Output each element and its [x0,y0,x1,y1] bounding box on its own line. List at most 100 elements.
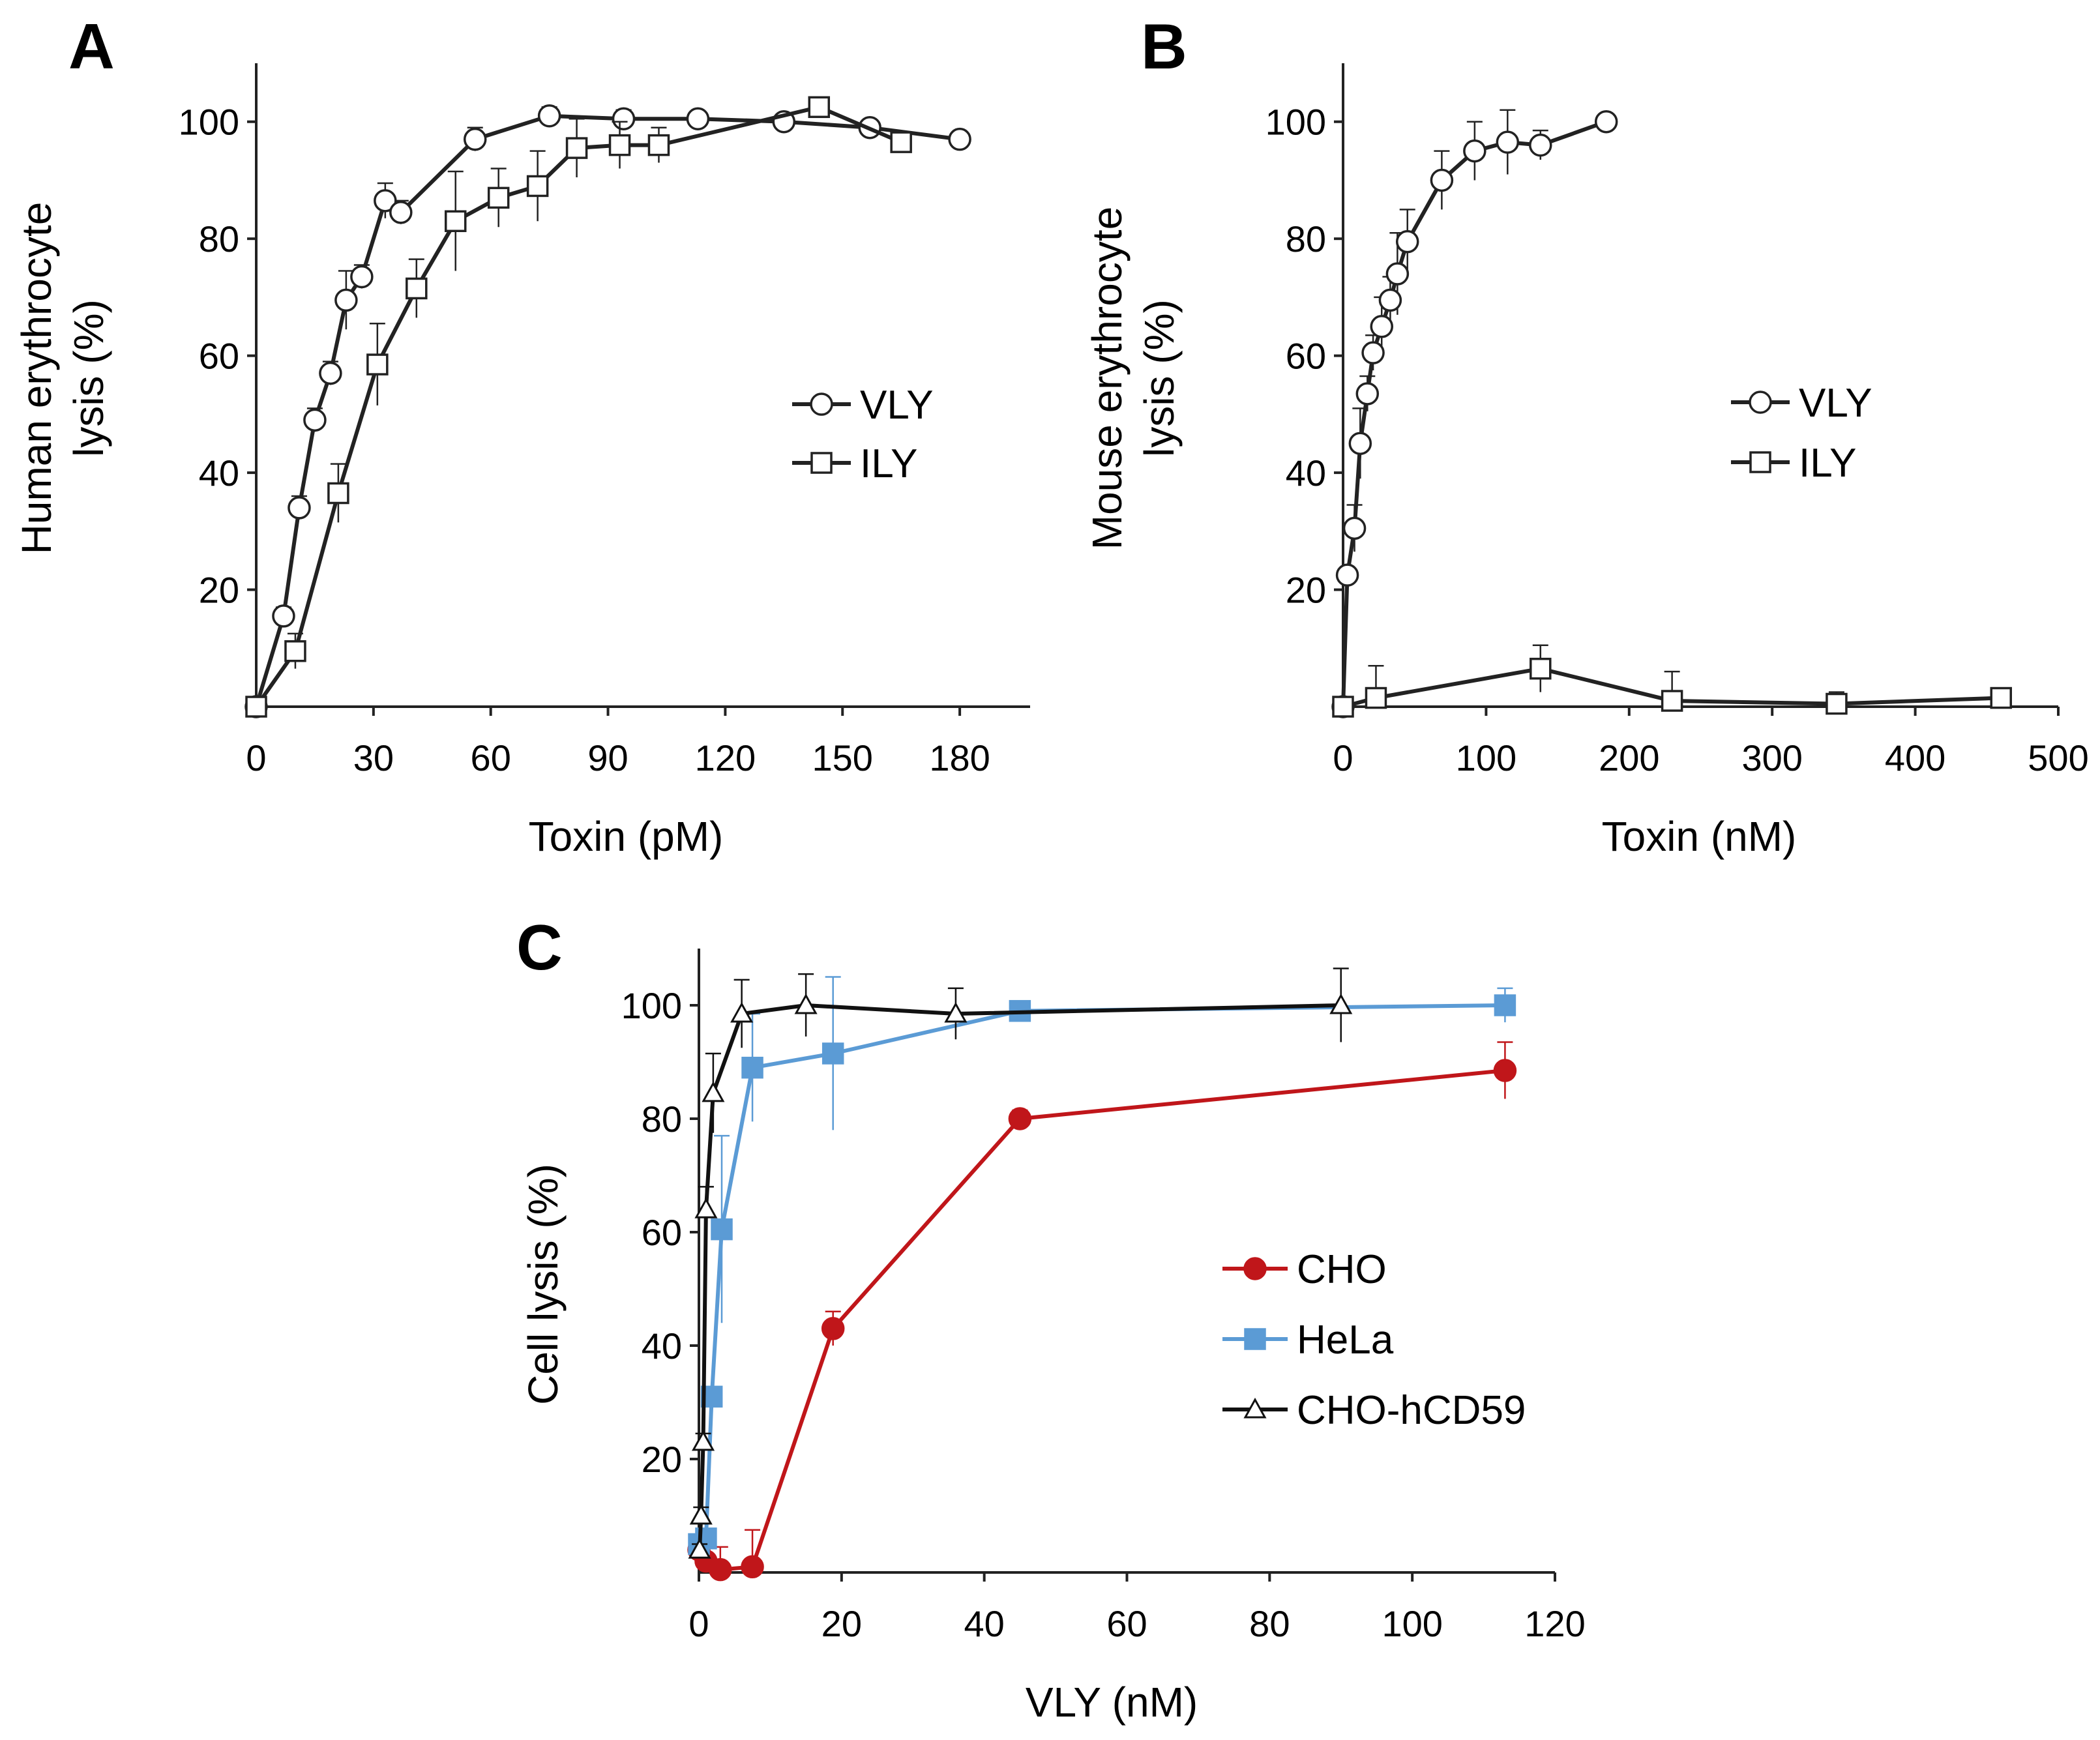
panel-c-y-tick-label: 80 [642,1099,682,1140]
panel-c-series-cho-hcd59-point [689,1503,713,1525]
panel-b-series-ily-point [1990,686,2012,709]
panel-b-y-tick-label: 100 [1265,102,1326,143]
panel-b-y-axis-title: Mouse erythrocyte lysis (%) [1084,207,1183,550]
panel-c-series-cho-hcd59 [688,967,1353,1559]
panel-c-series-hela [688,976,1516,1556]
panel-a-series-vly-point [272,604,295,628]
panel-c-series-hela-point [1494,994,1516,1016]
panel-a-series-vly-point [303,408,327,432]
panel-b-series-vly-point [1342,516,1367,540]
panel-b-series-vly-line [1341,119,1607,707]
panel-c-axes: 0 20 40 60 80 100 120 20 40 60 80 100 [621,949,1586,1644]
panel-b-series-vly-point [1594,110,1618,134]
panel-a-series-vly-point [288,496,311,520]
panel-a-series-ily-point [526,175,549,198]
panel-b-legend-entry-ily: ILY [1731,441,1856,486]
panel-c-series-cho-hcd59-point [794,993,818,1014]
panel-b-y-tick-label: 80 [1286,218,1326,259]
panel-b-series-vly [1331,109,1618,718]
panel-a-axes: 0 30 60 90 120 150 180 20 40 60 80 100 [179,63,1030,778]
panel-c-series-cho-hcd59-point [694,1198,718,1218]
panel-c-x-tick-label: 60 [1106,1603,1147,1644]
panel-a-series-vly-point [948,127,971,151]
panel-c-x-tick-label: 0 [688,1603,709,1644]
panel-c-series-cho-hcd59-point [730,1001,754,1023]
panel-b-series-vly-point [1529,133,1552,157]
panel-b-x-tick-label: 300 [1741,737,1802,778]
panel-a-y-tick-label: 20 [199,570,239,611]
panel-a-y-tick-label: 100 [179,102,239,143]
panel-c-legend-marker [1243,1397,1267,1419]
panel-c-series-cho-point [709,1557,732,1582]
panel-c-series-cho-hcd59-point [702,1081,725,1102]
panel-c-y-tick-label: 60 [642,1212,682,1253]
panel-b-x-tick-label: 0 [1333,737,1353,778]
panel-b-y-tick-label: 40 [1286,452,1326,494]
panel-c-legend-entry-cho: CHO [1222,1247,1387,1292]
panel-c: C Cell lysis (%) VLY (nM) 0 20 40 60 80 100 12… [516,911,1586,1726]
panel-a-series-ily [245,96,912,718]
panel-b-series-ily-point [1826,692,1848,715]
panel-c-series-cho-point [821,1317,845,1340]
panel-c-series-cho-point [741,1555,764,1579]
panel-a-series-ily-point [327,482,349,505]
panel-b-legend-label: VLY [1799,381,1872,426]
panel-a-series-ily-point [608,134,631,156]
panel-a-series-ily-point [487,186,510,209]
panel-b-series-vly-point [1378,288,1402,312]
panel-a-x-tick-label: 30 [353,737,394,778]
panel-b-legend-marker [1749,451,1771,473]
panel-b-y-tick-label: 60 [1286,336,1326,377]
panel-b-series-vly-point [1463,139,1486,163]
panel-a-x-tick-label: 0 [246,737,266,778]
panel-b-series-ily-point [1661,690,1683,712]
panel-c-legend-marker [1243,1257,1267,1280]
panel-a-legend-label: ILY [860,441,917,486]
panel-a-legend-entry-ily: ILY [792,441,917,486]
panel-a-legend-label: VLY [860,383,934,428]
panel-b-series-ily-point [1332,696,1354,718]
panel-a-x-tick-label: 60 [471,737,511,778]
panel-c-series-cho-hcd59-point [944,1001,968,1023]
panel-b-x-tick-label: 100 [1456,737,1516,778]
panel-c-series-cho-hcd59-point [1329,993,1353,1014]
panel-c-x-tick-label: 20 [821,1603,862,1644]
panel-a-x-tick-label: 150 [812,737,873,778]
panel-c-y-tick-label: 20 [642,1439,682,1480]
panel-b-y-axis-title-line-1: Mouse erythrocyte [1084,207,1131,550]
panel-b-series-vly-point [1496,130,1520,154]
panel-c-series-hela-point [741,1056,763,1079]
panel-c-x-tick-label: 100 [1382,1603,1442,1644]
panel-a-y-axis-title-line-2: lysis (%) [65,299,112,457]
panel-a-series-ily-point [565,137,588,159]
panel-a-series-vly-point [463,127,487,151]
panel-b-letter: B [1141,10,1187,82]
panel-b-axes: 0 100 200 300 400 500 20 40 60 80 100 [1265,63,2089,778]
panel-c-legend-entry-cho-hcd59: CHO-hCD59 [1222,1388,1526,1433]
panel-c-legend-label: CHO-hCD59 [1297,1388,1526,1433]
panel-a-y-tick-label: 60 [199,336,239,377]
panel-a-series-vly-point [389,201,413,224]
panel-a-series-ily-line [254,105,902,708]
panel-c-series-hela-point [711,1218,733,1241]
panel-c-series-cho-hcd59-point [688,1538,711,1559]
panel-b-series-vly-point [1395,229,1419,254]
panel-a-legend-marker [810,452,833,474]
panel-c-legend-marker [1244,1328,1266,1350]
panel-c-series-cho-hcd59-point [692,1430,715,1451]
panel-a-series-ily-point [444,210,467,233]
panel-c-legend-label: HeLa [1297,1318,1394,1363]
panel-a-series-vly-point [537,104,561,128]
panel-a-series-vly-point [319,361,342,385]
panel-b-x-tick-label: 500 [2028,737,2088,778]
panel-a-y-tick-label: 80 [199,218,239,259]
panel-c-y-axis-title: Cell lysis (%) [520,1164,567,1405]
panel-c-series-cho-point [1493,1059,1517,1082]
panel-a-y-axis-title-line-1: Human erythrocyte [13,202,60,555]
panel-a-series-ily-point [366,353,389,376]
panel-a-series-ily-point [808,96,831,119]
panel-b-series-vly-point [1430,168,1454,192]
panel-c-legend-entry-hela: HeLa [1222,1318,1394,1363]
panel-b-series-vly-point [1370,315,1393,338]
panel-a-series-vly-point [374,189,397,213]
